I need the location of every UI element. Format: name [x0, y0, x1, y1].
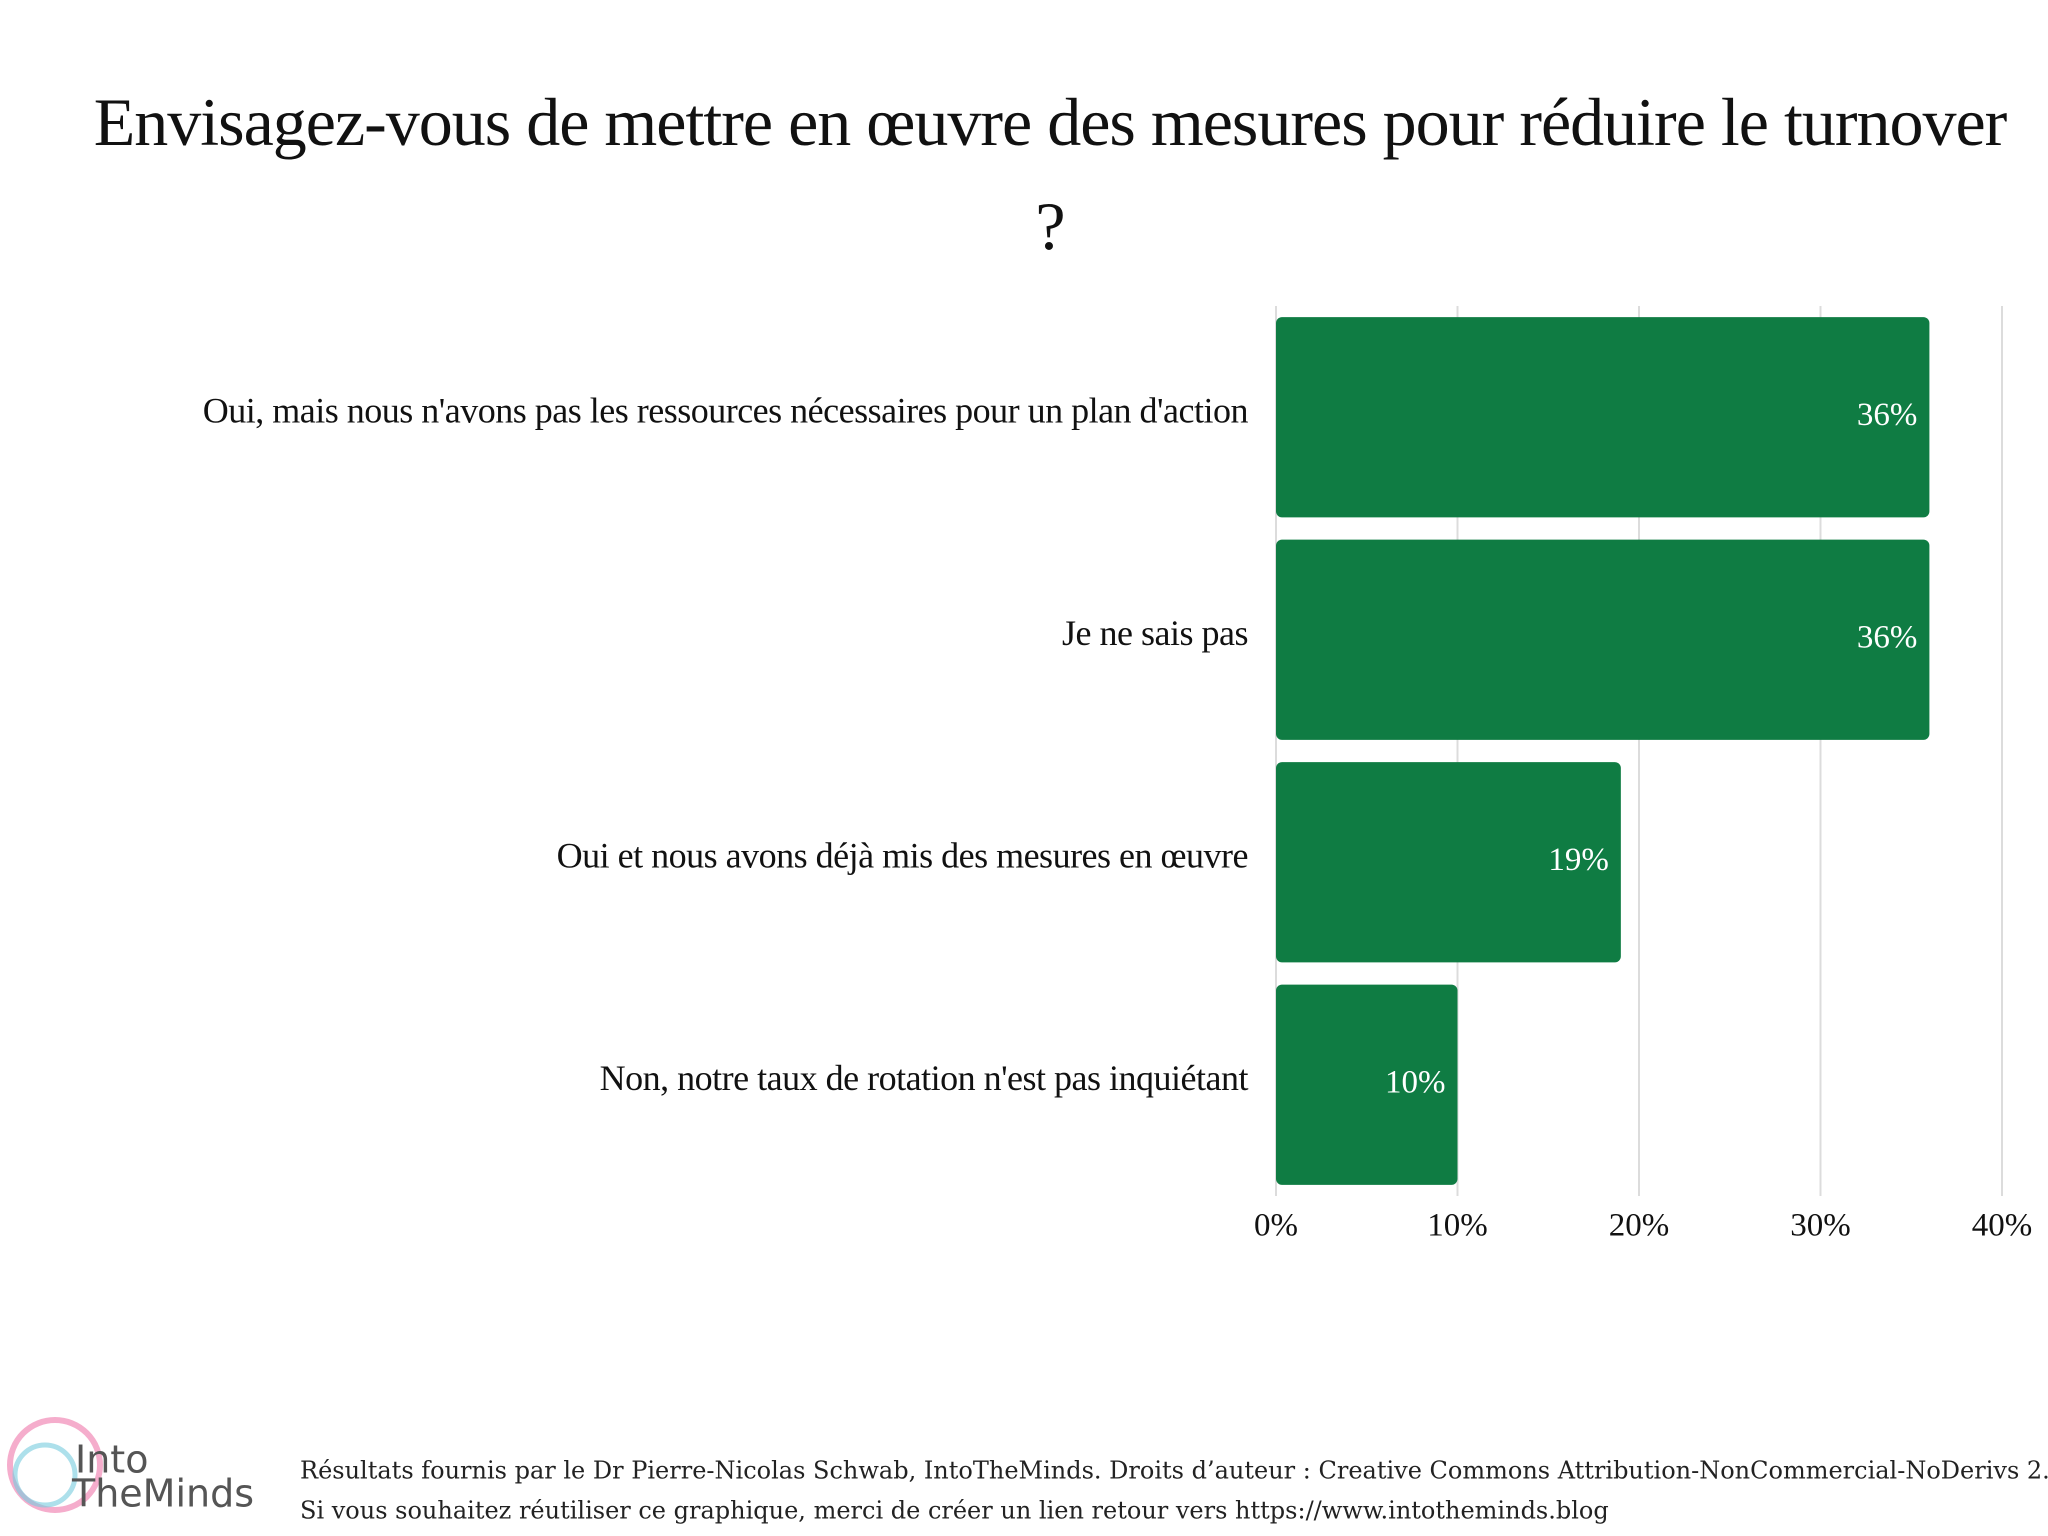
logo-icon [12, 1442, 78, 1508]
footer-line: Si vous souhaitez réutiliser ce graphiqu… [300, 1497, 1609, 1525]
x-tick-label: 0% [1254, 1208, 1298, 1244]
x-tick-label: 10% [1427, 1208, 1488, 1244]
x-tick-label: 40% [1972, 1208, 2033, 1244]
logo-icon [7, 1417, 103, 1513]
logo: Into TheMinds [7, 1417, 254, 1516]
footer-line: Résultats fournis par le Dr Pierre-Nicol… [300, 1457, 2048, 1485]
y-tick-label: Oui, mais nous n'avons pas les ressource… [203, 391, 1249, 431]
y-tick-label: Je ne sais pas [1062, 613, 1248, 653]
value-label: 36% [1857, 619, 1918, 655]
logo-text: Into [75, 1438, 148, 1482]
logo-text: TheMinds [71, 1472, 254, 1516]
x-tick-label: 20% [1609, 1208, 1670, 1244]
bar [1276, 762, 1621, 963]
chart-title: Envisagez-vous de mettre en œuvre des me… [93, 84, 2008, 264]
bar [1276, 539, 1930, 740]
x-tick-label: 30% [1790, 1208, 1851, 1244]
y-tick-label: Oui et nous avons déjà mis des mesures e… [557, 836, 1248, 876]
value-label: 36% [1857, 397, 1918, 433]
bar [1276, 984, 1458, 1185]
y-tick-label: Non, notre taux de rotation n'est pas in… [600, 1058, 1249, 1098]
value-label: 19% [1548, 842, 1609, 878]
bar [1276, 317, 1930, 518]
value-label: 10% [1385, 1064, 1446, 1100]
